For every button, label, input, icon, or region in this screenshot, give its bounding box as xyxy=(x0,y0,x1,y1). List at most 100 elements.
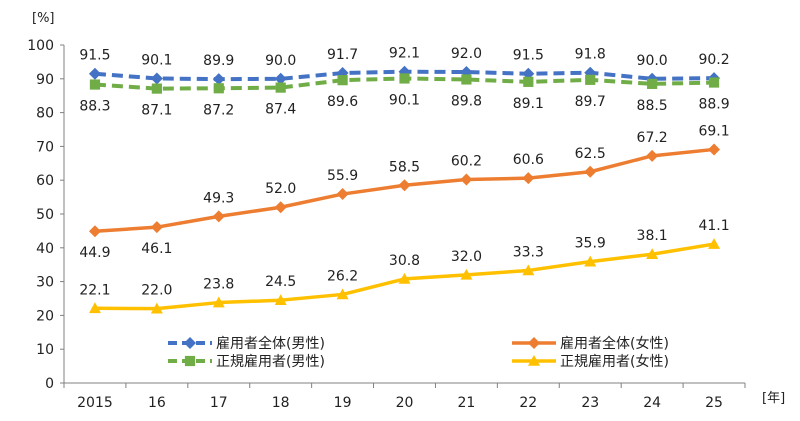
data-label: 60.6 xyxy=(513,152,544,168)
data-point-marker xyxy=(88,302,101,314)
data-point-marker xyxy=(274,294,287,305)
data-label: 87.1 xyxy=(141,103,172,119)
series-markers xyxy=(88,65,721,314)
data-point-marker xyxy=(460,268,473,280)
data-point-marker xyxy=(88,67,101,80)
data-label: 89.6 xyxy=(327,94,358,110)
data-point-marker xyxy=(213,83,224,94)
x-tick-label: 20 xyxy=(396,395,414,411)
data-point-marker xyxy=(522,264,535,276)
data-point-marker xyxy=(212,210,225,223)
data-labels: 91.5 90.1 89.9 90.0 91.7 92.1 92.0 91.5 91.8 90.0… xyxy=(79,46,729,299)
data-label: 91.7 xyxy=(327,47,358,63)
data-label: 52.0 xyxy=(265,181,296,197)
data-point-marker xyxy=(151,83,162,94)
x-tick-label: 2015 xyxy=(77,395,113,411)
y-tick-label: 30 xyxy=(36,275,54,291)
legend-marker xyxy=(528,337,540,349)
data-point-marker xyxy=(398,179,411,192)
data-point-marker xyxy=(88,225,101,238)
data-label: 91.5 xyxy=(513,48,544,64)
data-point-marker xyxy=(212,296,225,308)
data-point-marker xyxy=(461,74,472,85)
data-label: 92.0 xyxy=(451,46,482,62)
data-label: 46.1 xyxy=(141,241,172,257)
data-label: 23.8 xyxy=(203,277,234,293)
data-point-marker xyxy=(646,248,659,260)
data-point-marker xyxy=(522,172,535,185)
x-tick-label: 19 xyxy=(334,395,352,411)
legend-label: 雇用者全体(女性) xyxy=(560,335,669,352)
y-tick-label: 100 xyxy=(27,38,54,54)
y-tick-label: 90 xyxy=(36,72,54,88)
data-label: 90.0 xyxy=(265,53,296,69)
data-point-marker xyxy=(398,272,411,284)
data-label: 90.1 xyxy=(141,52,172,68)
data-point-marker xyxy=(708,77,720,88)
legend-label: 正規雇用者(女性) xyxy=(560,353,669,370)
data-label: 89.1 xyxy=(513,96,544,112)
data-label: 88.9 xyxy=(698,97,729,113)
data-label: 91.8 xyxy=(575,47,606,63)
x-tick-label: 23 xyxy=(581,395,599,411)
data-label: 55.9 xyxy=(327,168,358,184)
data-label: 44.9 xyxy=(79,245,110,261)
data-point-marker xyxy=(523,76,534,87)
y-tick-label: 10 xyxy=(36,342,54,358)
data-label: 88.5 xyxy=(637,98,668,114)
data-point-marker xyxy=(708,238,721,249)
x-tick-label: 16 xyxy=(148,395,166,411)
data-label: 30.8 xyxy=(389,253,420,269)
y-tick-label: 40 xyxy=(36,241,54,257)
legend-marker xyxy=(528,355,540,366)
data-point-marker xyxy=(585,74,596,85)
data-point-marker xyxy=(150,302,163,314)
data-point-marker xyxy=(212,73,225,86)
data-point-marker xyxy=(460,173,473,186)
x-tick-label: 18 xyxy=(272,395,290,411)
data-point-marker xyxy=(646,149,659,162)
data-label: 62.5 xyxy=(575,146,606,162)
data-label: 90.1 xyxy=(389,92,420,108)
x-tick-label: 24 xyxy=(643,395,661,411)
data-point-marker xyxy=(647,78,658,89)
y-tick-label: 50 xyxy=(36,207,54,223)
data-label: 92.1 xyxy=(389,46,420,62)
legend-label: 雇用者全体(男性) xyxy=(216,335,325,352)
data-label: 87.2 xyxy=(203,102,234,118)
y-tick-label: 60 xyxy=(36,173,54,189)
data-point-marker xyxy=(89,79,101,90)
data-point-marker xyxy=(274,201,287,214)
data-label: 49.3 xyxy=(203,190,234,206)
data-label: 90.0 xyxy=(637,53,668,69)
data-label: 24.5 xyxy=(265,274,296,290)
data-label: 90.2 xyxy=(698,52,729,68)
x-axis-ticks: 2015 16 17 18 19 20 21 22 23 24 25 xyxy=(63,383,746,411)
x-axis-unit-label: [年] xyxy=(762,391,785,406)
data-point-marker xyxy=(584,255,597,267)
data-point-marker xyxy=(708,143,721,156)
x-tick-label: 22 xyxy=(519,395,537,411)
data-label: 35.9 xyxy=(575,236,606,252)
data-label: 89.9 xyxy=(203,53,234,69)
legend-label: 正規雇用者(男性) xyxy=(216,353,325,370)
data-point-marker xyxy=(150,221,163,234)
data-label: 26.2 xyxy=(327,268,358,284)
y-tick-label: 20 xyxy=(36,308,54,324)
data-label: 87.4 xyxy=(265,102,296,118)
data-label: 41.1 xyxy=(698,218,729,234)
data-point-marker xyxy=(522,67,535,80)
data-point-marker xyxy=(274,72,287,85)
data-label: 91.5 xyxy=(79,48,110,64)
y-tick-label: 0 xyxy=(45,376,54,392)
x-tick-label: 21 xyxy=(457,395,475,411)
data-label: 58.5 xyxy=(389,159,420,175)
data-label: 32.0 xyxy=(451,249,482,265)
data-point-marker xyxy=(336,188,349,201)
y-axis-ticks: 0 10 20 30 40 50 60 70 80 90 100 xyxy=(27,38,64,392)
data-point-marker xyxy=(337,75,348,86)
data-point-marker xyxy=(399,73,410,84)
x-tick-label: 25 xyxy=(705,395,723,411)
data-label: 89.7 xyxy=(575,94,606,110)
